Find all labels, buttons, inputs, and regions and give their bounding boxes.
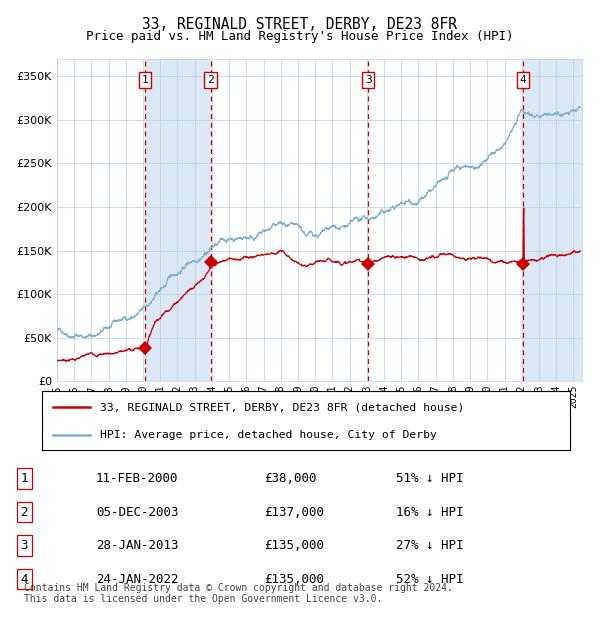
Text: HPI: Average price, detached house, City of Derby: HPI: Average price, detached house, City… bbox=[100, 430, 437, 440]
Text: 33, REGINALD STREET, DERBY, DE23 8FR: 33, REGINALD STREET, DERBY, DE23 8FR bbox=[143, 17, 458, 32]
Text: 24-JAN-2022: 24-JAN-2022 bbox=[96, 573, 179, 585]
Text: Price paid vs. HM Land Registry's House Price Index (HPI): Price paid vs. HM Land Registry's House … bbox=[86, 30, 514, 43]
Text: 33, REGINALD STREET, DERBY, DE23 8FR (detached house): 33, REGINALD STREET, DERBY, DE23 8FR (de… bbox=[100, 402, 464, 412]
Text: Contains HM Land Registry data © Crown copyright and database right 2024.
This d: Contains HM Land Registry data © Crown c… bbox=[24, 583, 453, 604]
Bar bbox=[57, 59, 145, 381]
Text: 2: 2 bbox=[207, 75, 214, 85]
Bar bbox=[368, 59, 523, 381]
Text: £38,000: £38,000 bbox=[264, 472, 317, 485]
Text: 11-FEB-2000: 11-FEB-2000 bbox=[96, 472, 179, 485]
Text: 3: 3 bbox=[365, 75, 371, 85]
Text: 1: 1 bbox=[20, 472, 28, 485]
Text: 28-JAN-2013: 28-JAN-2013 bbox=[96, 539, 179, 552]
Text: 51% ↓ HPI: 51% ↓ HPI bbox=[396, 472, 464, 485]
Text: 27% ↓ HPI: 27% ↓ HPI bbox=[396, 539, 464, 552]
Text: 05-DEC-2003: 05-DEC-2003 bbox=[96, 506, 179, 518]
Text: £135,000: £135,000 bbox=[264, 539, 324, 552]
Text: £137,000: £137,000 bbox=[264, 506, 324, 518]
Text: 52% ↓ HPI: 52% ↓ HPI bbox=[396, 573, 464, 585]
Text: £135,000: £135,000 bbox=[264, 573, 324, 585]
Text: 1: 1 bbox=[142, 75, 149, 85]
Text: 3: 3 bbox=[20, 539, 28, 552]
Bar bbox=[211, 59, 368, 381]
Text: 4: 4 bbox=[20, 573, 28, 585]
Text: 4: 4 bbox=[520, 75, 526, 85]
Text: 2: 2 bbox=[20, 506, 28, 518]
Text: 16% ↓ HPI: 16% ↓ HPI bbox=[396, 506, 464, 518]
